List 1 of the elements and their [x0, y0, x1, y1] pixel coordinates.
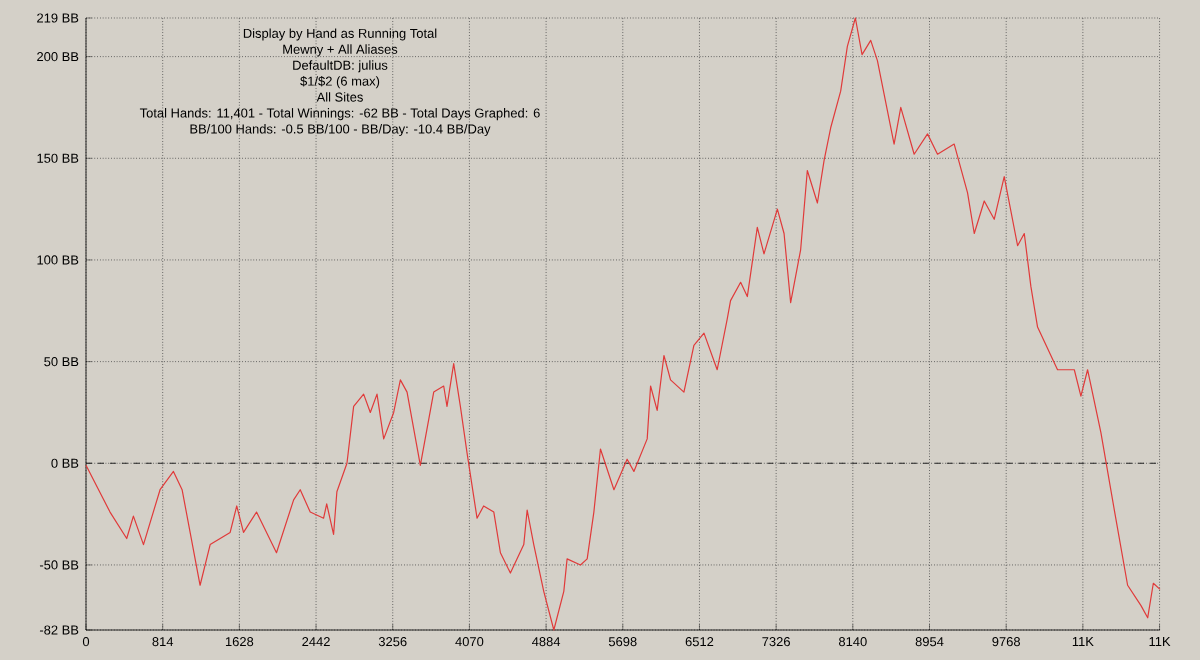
line-series	[85, 17, 1161, 631]
